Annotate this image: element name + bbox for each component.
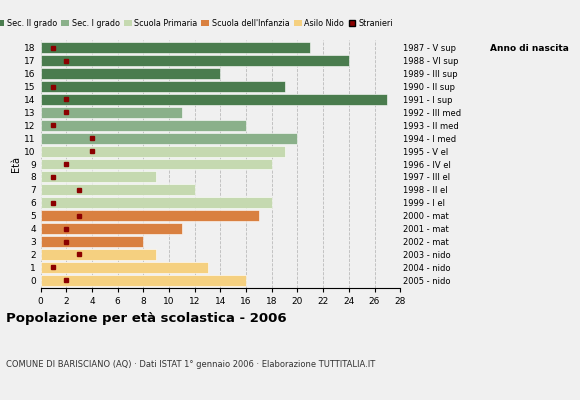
Bar	[41, 94, 387, 105]
Bar	[41, 197, 272, 208]
Bar	[41, 55, 349, 66]
Bar	[41, 275, 246, 286]
Bar	[41, 42, 310, 53]
Bar	[41, 107, 182, 118]
Legend: Sec. II grado, Sec. I grado, Scuola Primaria, Scuola dell'Infanzia, Asilo Nido, : Sec. II grado, Sec. I grado, Scuola Prim…	[0, 16, 396, 31]
Bar	[41, 184, 195, 195]
Bar	[41, 120, 246, 131]
Bar	[41, 68, 220, 79]
Text: COMUNE DI BARISCIANO (AQ) · Dati ISTAT 1° gennaio 2006 · Elaborazione TUTTITALIA: COMUNE DI BARISCIANO (AQ) · Dati ISTAT 1…	[6, 360, 375, 369]
Bar	[41, 146, 285, 156]
Text: Anno di nascita: Anno di nascita	[490, 44, 568, 53]
Bar	[41, 262, 208, 273]
Bar	[41, 133, 298, 144]
Y-axis label: Età: Età	[12, 156, 21, 172]
Bar	[41, 210, 259, 221]
Bar	[41, 236, 143, 247]
Bar	[41, 81, 285, 92]
Bar	[41, 223, 182, 234]
Text: Popolazione per età scolastica - 2006: Popolazione per età scolastica - 2006	[6, 312, 287, 325]
Bar	[41, 158, 272, 170]
Bar	[41, 249, 156, 260]
Bar	[41, 172, 156, 182]
